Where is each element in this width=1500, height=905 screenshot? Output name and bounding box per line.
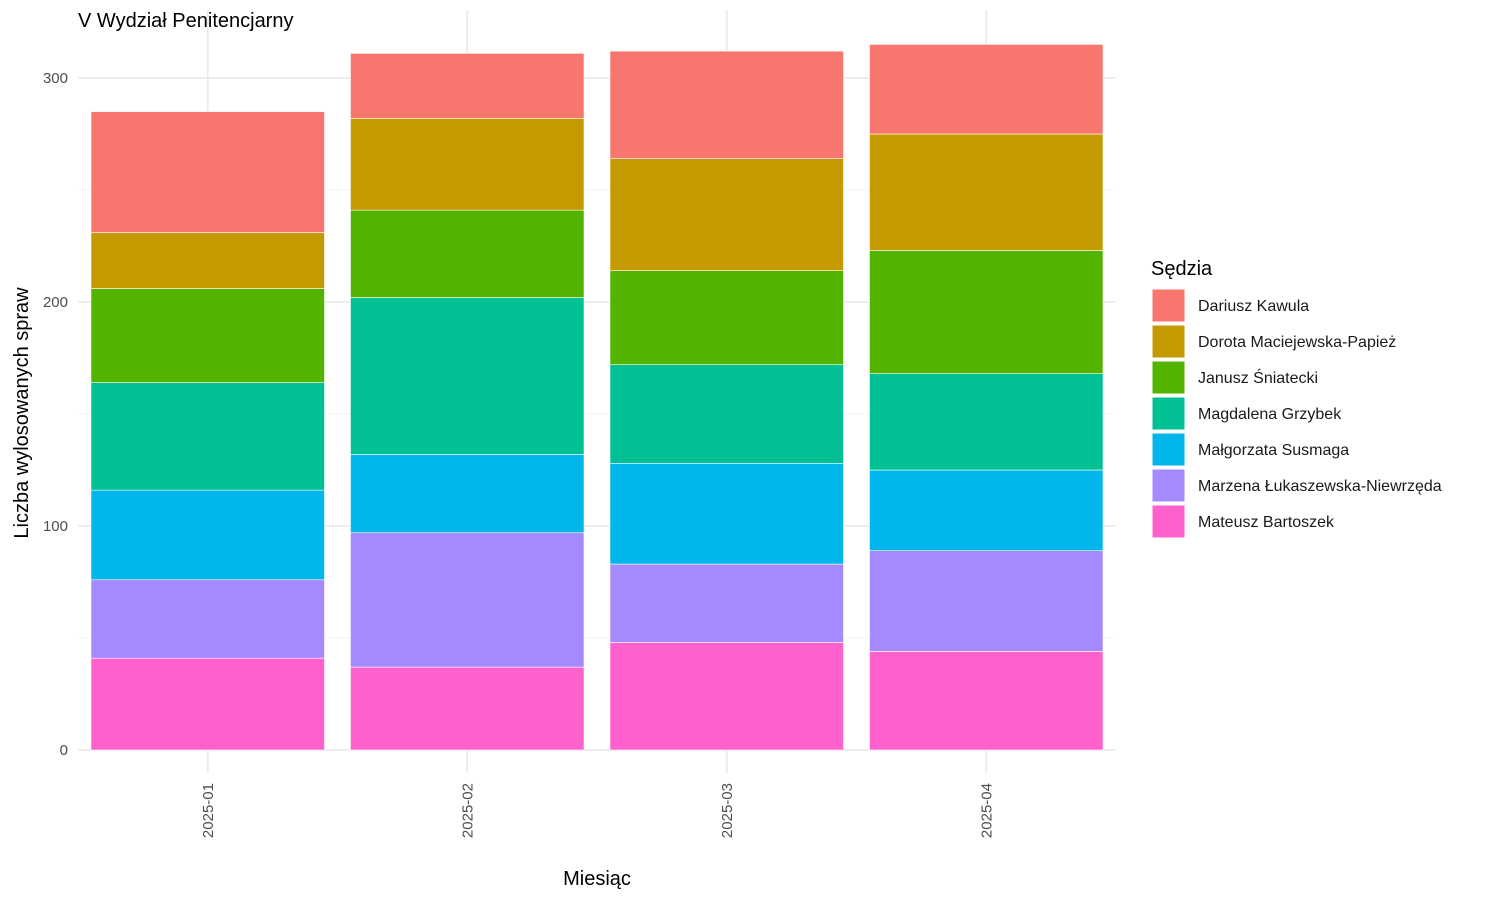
legend-key <box>1151 432 1186 467</box>
bar-segment <box>869 373 1104 471</box>
legend-key <box>1151 396 1186 431</box>
bar-segment <box>609 158 844 271</box>
legend-label: Magdalena Grzybek <box>1198 406 1342 423</box>
bar-segment <box>869 651 1104 751</box>
bar-segment <box>609 462 844 565</box>
x-tick-label: 2025-02 <box>459 783 476 838</box>
bar-segment <box>90 657 325 751</box>
y-axis-title: Liczba wylosowanych spraw <box>11 287 33 539</box>
x-axis-title: Miesiąc <box>563 868 631 890</box>
bar-segment <box>350 297 585 455</box>
y-tick-label: 100 <box>43 518 68 535</box>
legend-key <box>1151 360 1186 395</box>
legend: Sędzia Dariusz Kawula Dorota Maciejewska-… <box>1151 258 1442 539</box>
legend-label: Małgorzata Susmaga <box>1198 442 1349 459</box>
bar-segment <box>90 382 325 491</box>
legend-title: Sędzia <box>1151 258 1213 280</box>
y-tick-label: 200 <box>43 294 68 311</box>
legend-label: Janusz Śniatecki <box>1198 368 1318 387</box>
y-tick-label: 0 <box>60 742 68 759</box>
bar-segment <box>90 111 325 233</box>
x-tick-label: 2025-04 <box>978 783 995 838</box>
bar-segment <box>350 118 585 211</box>
bar-segment <box>869 550 1104 652</box>
legend-label: Marzena Łukaszewska-Niewrzęda <box>1198 478 1442 495</box>
legend-label: Dariusz Kawula <box>1198 298 1309 315</box>
bar-segment <box>90 232 325 289</box>
bar-segment <box>609 642 844 751</box>
bar-segment <box>90 579 325 659</box>
x-tick-label: 2025-01 <box>200 783 217 838</box>
legend-key <box>1151 468 1186 503</box>
y-tick-label: 300 <box>43 70 68 87</box>
bar-segment <box>609 270 844 366</box>
bar-segment <box>869 133 1104 251</box>
bar-segment <box>350 666 585 751</box>
legend-key <box>1151 288 1186 323</box>
bar-segment <box>869 469 1104 551</box>
bar-segment <box>350 209 585 298</box>
bar-segment <box>350 532 585 668</box>
bar-segment <box>869 44 1104 135</box>
legend-label: Dorota Maciejewska-Papież <box>1198 334 1396 351</box>
x-tick-label: 2025-03 <box>719 783 736 838</box>
bar-segment <box>609 50 844 159</box>
bars <box>90 44 1104 751</box>
chart-title: V Wydział Penitencjarny <box>78 10 293 32</box>
bar-segment <box>350 454 585 534</box>
bar-segment <box>90 288 325 383</box>
bar-segment <box>609 364 844 464</box>
legend-label: Mateusz Bartoszek <box>1198 514 1335 531</box>
bar-segment <box>609 563 844 643</box>
y-axis-ticks: 0 100 200 300 <box>43 70 68 759</box>
bar-segment <box>350 53 585 119</box>
bar-segment <box>869 250 1104 374</box>
x-axis-ticks: 2025-01 2025-02 2025-03 2025-04 <box>200 783 996 838</box>
legend-key <box>1151 324 1186 359</box>
legend-key <box>1151 504 1186 539</box>
bar-segment <box>90 489 325 581</box>
